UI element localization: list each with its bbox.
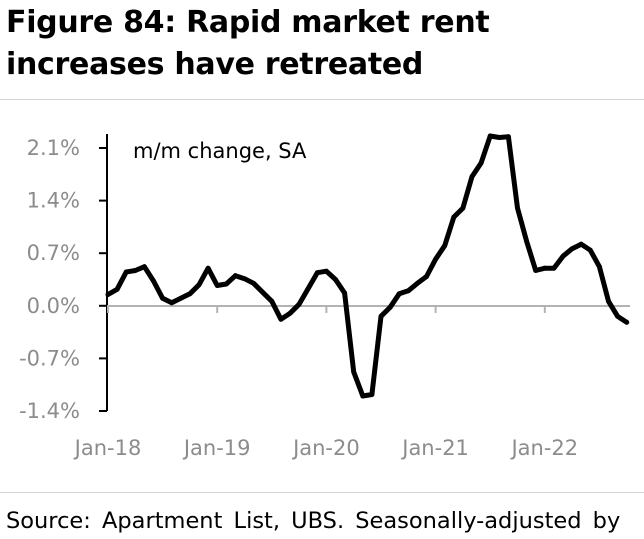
y-tick-label: 1.4%	[27, 189, 80, 213]
y-tick-label: 0.0%	[27, 294, 80, 318]
data-point	[187, 291, 193, 297]
x-tick-label: Jan-18	[73, 436, 142, 460]
data-point	[233, 273, 238, 279]
data-point	[424, 274, 429, 279]
data-point	[342, 290, 347, 296]
series-group	[105, 133, 630, 399]
data-point	[296, 301, 302, 307]
source-note: Source: Apartment List, UBS. Seasonally-…	[6, 508, 621, 534]
data-point	[560, 253, 566, 259]
data-point	[533, 268, 539, 273]
data-point	[205, 265, 211, 271]
x-tick-label: Jan-19	[182, 436, 251, 460]
data-point	[569, 246, 575, 252]
data-point	[587, 247, 593, 253]
data-point	[606, 298, 611, 304]
data-point	[223, 281, 229, 287]
data-point	[551, 265, 557, 271]
data-point	[333, 277, 338, 282]
data-point	[378, 313, 384, 319]
data-point	[387, 304, 393, 310]
data-point	[578, 241, 584, 247]
x-axis-tick-labels: Jan-18 Jan-19 Jan-20 Jan-21 Jan-22	[73, 306, 578, 460]
data-point	[396, 291, 402, 297]
data-point	[132, 268, 138, 273]
data-point	[415, 280, 420, 286]
data-point	[324, 268, 329, 274]
y-tick-label: -1.4%	[19, 399, 80, 423]
line-chart: 2.1%1.4%0.7%0.0%-0.7%-1.4% Jan-18 Jan-19 J…	[19, 133, 630, 460]
data-point	[442, 243, 448, 249]
data-point	[496, 135, 502, 140]
data-point	[351, 369, 357, 375]
data-point	[615, 313, 620, 319]
data-point	[251, 280, 256, 286]
data-point	[542, 265, 548, 271]
y-axis-tick-labels: 2.1% 1.4% 0.7% 0.0% -0.7% -1.4%	[19, 136, 107, 423]
data-point	[178, 295, 184, 301]
x-tick-label: Jan-22	[509, 436, 578, 460]
data-point	[160, 295, 166, 301]
data-point	[151, 278, 156, 284]
bottom-divider	[0, 492, 644, 493]
data-point	[242, 276, 247, 282]
data-point	[524, 238, 529, 244]
data-point	[405, 288, 411, 294]
data-point	[487, 133, 493, 139]
data-point	[369, 392, 375, 397]
data-point	[597, 264, 602, 270]
x-tick-label: Jan-20	[291, 436, 360, 460]
data-point	[460, 205, 466, 211]
data-point	[287, 310, 293, 316]
y-tick-label: 0.7%	[27, 241, 80, 265]
data-point	[105, 292, 111, 297]
data-point	[469, 174, 475, 179]
data-point	[169, 300, 175, 306]
data-point	[214, 283, 220, 288]
series-line	[105, 133, 630, 399]
y-tick-label: 2.1%	[27, 136, 80, 160]
data-point	[624, 319, 630, 325]
data-point	[478, 160, 484, 166]
chart-annotation: m/m change, SA	[133, 139, 307, 163]
data-point	[269, 298, 275, 304]
data-point	[114, 286, 120, 292]
data-point	[360, 393, 366, 399]
y-tick-label: -0.7%	[19, 346, 80, 370]
chart-title: Figure 84: Rapid market rent increases h…	[6, 5, 490, 82]
data-point	[305, 286, 311, 291]
data-point	[506, 134, 511, 140]
data-point	[433, 256, 438, 262]
chart-axes	[106, 134, 630, 411]
data-point	[142, 264, 147, 270]
x-tick-label: Jan-21	[400, 436, 469, 460]
data-point	[451, 214, 457, 220]
top-divider	[0, 99, 644, 100]
data-point	[515, 205, 520, 211]
data-point	[260, 289, 266, 295]
data-point	[314, 270, 320, 276]
data-point	[278, 316, 284, 322]
data-point	[123, 269, 129, 275]
data-point	[196, 282, 202, 288]
